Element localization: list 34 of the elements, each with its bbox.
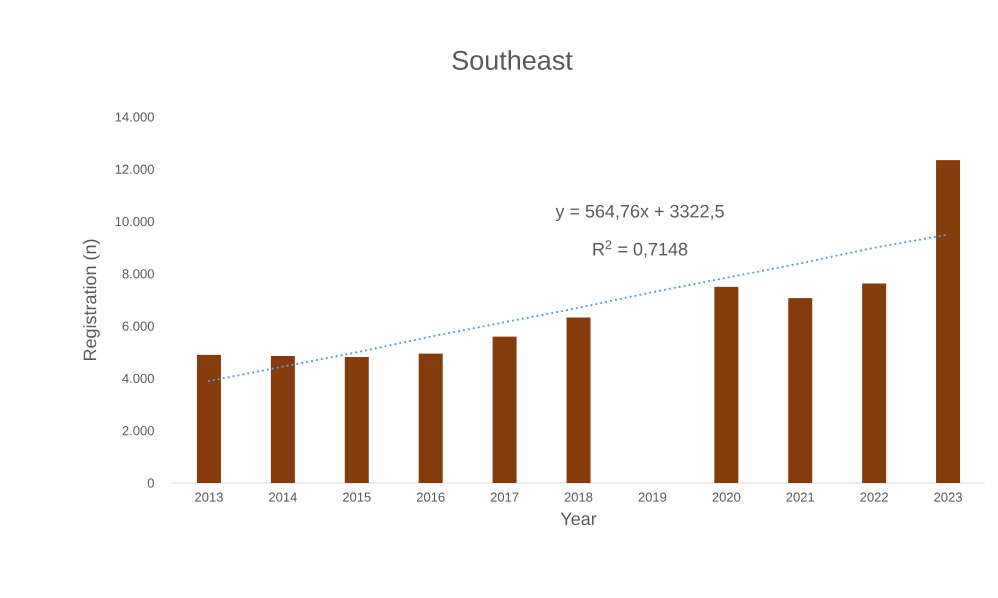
bar — [196, 354, 221, 483]
x-tick-label: 2020 — [712, 492, 740, 502]
x-tick-label: 2015 — [342, 492, 371, 502]
chart-title: Southeast — [452, 50, 573, 70]
x-tick-label: 2018 — [564, 492, 592, 502]
y-tick-label: 8.000 — [122, 269, 154, 278]
x-axis-title: Year — [560, 512, 596, 526]
y-tick-label: 4.000 — [122, 374, 154, 384]
y-tick-label: 12.000 — [116, 164, 154, 174]
y-tick-label: 0 — [148, 478, 154, 488]
bar — [566, 318, 591, 483]
bar — [344, 356, 369, 483]
x-tick-label: 2023 — [934, 492, 962, 502]
y-axis-title: Registration (n) — [83, 240, 100, 360]
y-tick-label: 6.000 — [122, 322, 154, 331]
x-tick-label: 2013 — [195, 492, 223, 502]
x-tick-label: 2022 — [860, 492, 888, 502]
y-tick-label: 2.000 — [122, 426, 154, 436]
x-tick-label: 2016 — [416, 492, 445, 502]
bar — [862, 284, 886, 483]
y-tick-label: 14.000 — [116, 112, 154, 122]
bar — [788, 298, 812, 483]
x-tick-label: 2021 — [786, 492, 814, 502]
y-tick-label: 10.000 — [116, 216, 154, 226]
x-tick-label: 2014 — [269, 492, 297, 502]
annotation: R$^{2}$ = 0,7148 — [593, 240, 688, 258]
bar — [492, 336, 517, 483]
bar — [936, 160, 960, 483]
bar — [714, 286, 738, 483]
bar — [270, 356, 295, 483]
annotation: y = 564,76x + 3322,5 — [555, 204, 724, 222]
x-tick-label: 2017 — [490, 492, 518, 502]
bar — [418, 354, 443, 483]
x-tick-label: 2019 — [638, 492, 666, 502]
